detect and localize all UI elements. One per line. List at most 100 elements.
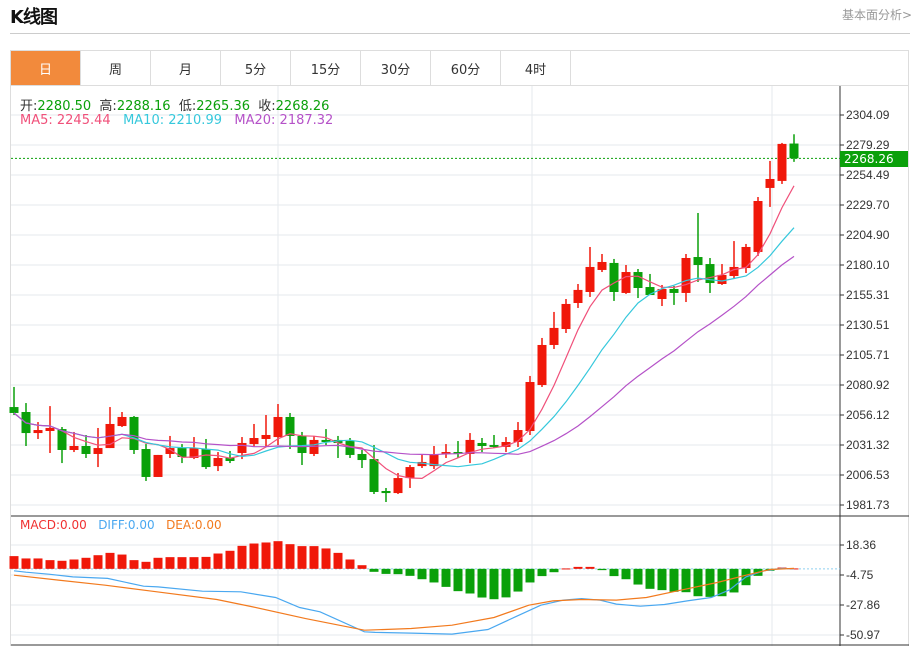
macd-bar	[189, 557, 199, 569]
macd-bar	[261, 542, 271, 569]
candle-body	[441, 452, 451, 454]
price-tick-label: 2254.49	[846, 168, 890, 182]
candle-body	[789, 143, 799, 159]
macd-bar	[357, 565, 367, 569]
candle-body	[165, 448, 175, 454]
candle-body	[633, 272, 643, 288]
macd-bar	[441, 568, 451, 587]
tab-week[interactable]: 周	[81, 51, 151, 85]
candle-body	[93, 448, 103, 454]
candle-body	[693, 257, 703, 266]
macd-bar	[549, 568, 559, 573]
macd-bar	[489, 568, 499, 600]
candle-body	[153, 454, 163, 477]
macd-bar	[141, 561, 151, 569]
price-tick-label: 2080.92	[846, 378, 890, 392]
price-tick-label: 2204.90	[846, 228, 890, 242]
header-divider	[10, 33, 910, 34]
current-price-tag: 2268.26	[840, 151, 908, 167]
tab-4hour[interactable]: 4时	[501, 51, 571, 85]
macd-bar	[129, 560, 139, 569]
macd-tick-label: 18.36	[846, 538, 876, 552]
macd-bar	[621, 568, 631, 580]
tab-month[interactable]: 月	[151, 51, 221, 85]
page-title: K线图	[10, 7, 58, 28]
macd-bar	[165, 557, 175, 569]
candle-body	[189, 448, 199, 458]
macd-bar	[285, 544, 295, 569]
macd-bar	[369, 568, 379, 572]
tab-30min[interactable]: 30分	[361, 51, 431, 85]
macd-bar	[81, 557, 91, 569]
macd-bar	[69, 559, 79, 569]
candle-body	[405, 467, 415, 479]
candle-body	[573, 289, 583, 303]
macd-tick-label: -27.86	[846, 598, 880, 612]
candle-body	[465, 439, 475, 454]
candle-body	[537, 344, 547, 386]
candle-body	[417, 461, 427, 467]
high-value: 2288.16	[116, 99, 171, 114]
macd-bar	[33, 558, 43, 569]
candle-body	[201, 449, 211, 468]
ohlc-info: 开:2280.50 高:2288.16 低:2265.36 收:2268.26	[20, 95, 329, 114]
ma-info: MA5: 2245.44 MA10: 2210.99 MA20: 2187.32	[20, 113, 333, 128]
macd-bar	[657, 568, 667, 591]
macd-bar	[9, 556, 19, 569]
tab-5min[interactable]: 5分	[221, 51, 291, 85]
macd-tick-label: -4.75	[846, 568, 874, 582]
price-tick-label: 2229.70	[846, 198, 890, 212]
price-tick-label: 2130.51	[846, 318, 890, 332]
price-tick-label: 1981.73	[846, 498, 890, 512]
ma20-line	[13, 255, 795, 456]
macd-bar	[573, 566, 583, 569]
macd-bar	[537, 568, 547, 577]
macd-bar	[333, 552, 343, 569]
candle-body	[753, 201, 763, 252]
candle-body	[669, 288, 679, 293]
fundamental-analysis-link[interactable]: 基本面分析>	[841, 8, 912, 22]
candle-body	[177, 448, 187, 458]
tab-60min[interactable]: 60分	[431, 51, 501, 85]
macd-bar	[609, 568, 619, 577]
macd-bar	[465, 568, 475, 594]
ma20-value: MA20: 2187.32	[234, 113, 334, 128]
candle-body	[741, 246, 751, 269]
candle-body	[297, 435, 307, 454]
macd-bar	[117, 554, 127, 569]
candle-body	[705, 264, 715, 284]
high-label: 高:	[99, 99, 117, 114]
candle-body	[45, 427, 55, 431]
candle-body	[9, 407, 19, 413]
candle-body	[285, 416, 295, 436]
candle-body	[777, 143, 787, 181]
macd-bar	[633, 568, 643, 585]
candle-body	[525, 381, 535, 431]
candle-body	[489, 445, 499, 447]
macd-bar	[561, 568, 571, 570]
open-value: 2280.50	[37, 99, 92, 114]
tab-15min[interactable]: 15分	[291, 51, 361, 85]
macd-value: MACD:0.00	[20, 518, 87, 532]
macd-bar	[501, 568, 511, 598]
price-tick-label: 2031.32	[846, 438, 890, 452]
candle-body	[141, 449, 151, 477]
macd-bar	[393, 568, 403, 575]
ma5-line	[13, 185, 795, 480]
macd-bar	[201, 556, 211, 569]
chart-container[interactable]	[10, 86, 909, 646]
price-tick-label: 2056.12	[846, 408, 890, 422]
macd-bar	[213, 553, 223, 569]
candle-body	[261, 434, 271, 439]
candle-body	[765, 178, 775, 188]
candle-body	[237, 442, 247, 454]
macd-bar	[513, 568, 523, 592]
macd-bar	[417, 568, 427, 580]
macd-bar	[585, 566, 595, 569]
tab-day[interactable]: 日	[11, 51, 81, 85]
candle-body	[501, 442, 511, 447]
candle-body	[357, 453, 367, 461]
macd-bar	[225, 550, 235, 569]
ma10-value: MA10: 2210.99	[123, 113, 222, 128]
